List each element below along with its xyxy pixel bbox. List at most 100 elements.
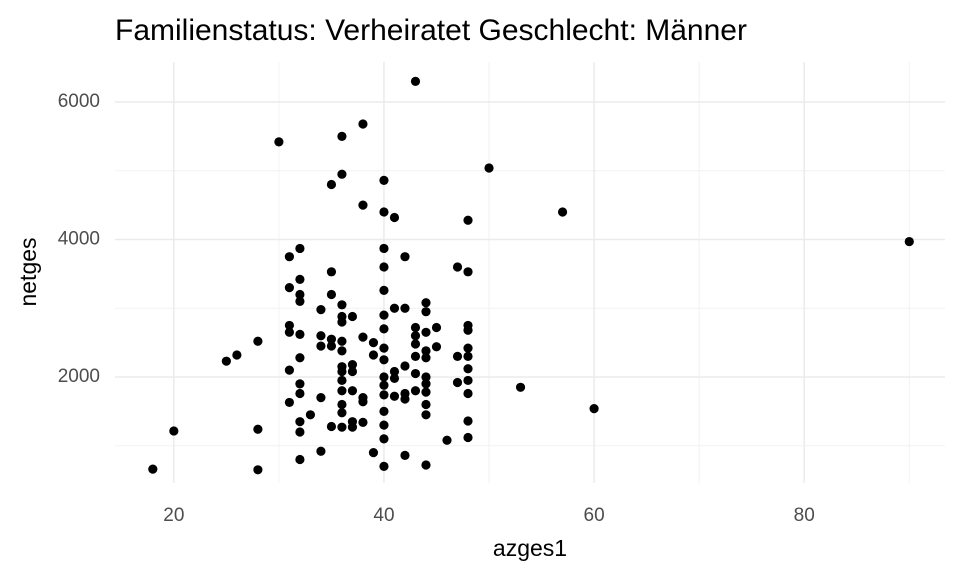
- point: [379, 461, 389, 471]
- point: [421, 346, 431, 356]
- point: [515, 382, 526, 392]
- point: [148, 464, 158, 474]
- point: [410, 322, 421, 333]
- point: [253, 424, 263, 434]
- point: [316, 446, 326, 456]
- point: [295, 388, 305, 399]
- y-tick-label: 4000: [58, 229, 100, 250]
- point: [410, 351, 421, 361]
- point: [379, 285, 389, 295]
- point: [169, 426, 179, 436]
- point: [379, 175, 389, 185]
- point: [337, 169, 347, 179]
- point: [337, 422, 347, 432]
- point: [337, 366, 347, 377]
- point: [347, 386, 358, 396]
- point: [421, 399, 431, 410]
- point: [295, 243, 305, 254]
- point: [431, 322, 442, 333]
- point: [295, 353, 305, 363]
- point: [442, 435, 452, 445]
- point: [410, 368, 421, 379]
- point: [274, 137, 284, 147]
- point: [421, 410, 431, 420]
- point: [326, 421, 337, 432]
- point: [421, 379, 431, 389]
- point: [295, 379, 305, 389]
- point: [337, 346, 347, 356]
- point: [379, 406, 389, 416]
- point: [410, 76, 421, 86]
- point: [326, 179, 337, 190]
- x-tick-label: 20: [163, 505, 184, 526]
- point: [358, 332, 368, 342]
- point: [410, 339, 421, 349]
- point: [347, 311, 358, 322]
- point: [379, 310, 389, 320]
- point: [316, 305, 326, 315]
- point: [379, 343, 389, 353]
- point: [326, 334, 337, 344]
- y-tick-label: 6000: [58, 91, 100, 112]
- point: [421, 372, 431, 382]
- point: [452, 377, 463, 388]
- point: [295, 454, 305, 465]
- point: [452, 351, 463, 361]
- point: [379, 207, 389, 217]
- point: [295, 417, 305, 427]
- point: [389, 366, 400, 377]
- point: [284, 320, 295, 331]
- point: [557, 207, 568, 217]
- point: [421, 327, 431, 337]
- point: [295, 274, 305, 284]
- point: [410, 331, 421, 341]
- point: [337, 300, 347, 310]
- point: [368, 448, 379, 458]
- point: [284, 252, 295, 262]
- point: [326, 289, 337, 300]
- point: [295, 329, 305, 339]
- x-tick-label: 60: [584, 505, 605, 526]
- point: [337, 317, 347, 327]
- point: [379, 380, 389, 390]
- point: [326, 341, 337, 351]
- point: [232, 350, 242, 360]
- point: [389, 212, 400, 223]
- point: [358, 397, 368, 407]
- point: [316, 341, 326, 351]
- point: [379, 262, 389, 272]
- point: [358, 200, 368, 210]
- point: [337, 408, 347, 418]
- point: [410, 386, 421, 396]
- point: [295, 289, 305, 300]
- point: [421, 387, 431, 397]
- point: [358, 119, 368, 129]
- point: [347, 360, 358, 370]
- point: [284, 397, 295, 408]
- point: [431, 342, 442, 352]
- point: [463, 343, 473, 353]
- point: [337, 131, 347, 141]
- point: [589, 404, 599, 414]
- point: [347, 366, 358, 377]
- point: [295, 427, 305, 437]
- point: [284, 327, 295, 337]
- point: [326, 267, 337, 277]
- point: [463, 364, 473, 374]
- point: [379, 420, 389, 430]
- point: [305, 410, 316, 420]
- point: [463, 388, 473, 399]
- point: [368, 338, 379, 348]
- point: [316, 393, 326, 403]
- point: [421, 307, 431, 317]
- point: [379, 355, 389, 365]
- point: [295, 296, 305, 306]
- point: [421, 298, 431, 308]
- point: [347, 417, 358, 427]
- point: [358, 417, 368, 427]
- x-tick-label: 80: [794, 505, 815, 526]
- chart-title: Familienstatus: Verheiratet Geschlecht: …: [115, 14, 747, 47]
- point: [337, 375, 347, 386]
- point: [904, 236, 914, 247]
